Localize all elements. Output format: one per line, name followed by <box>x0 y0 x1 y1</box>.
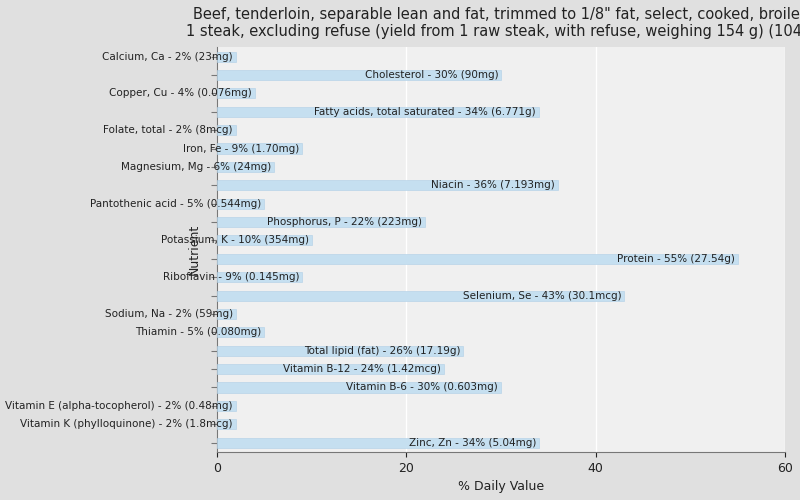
Text: Phosphorus, P - 22% (223mg): Phosphorus, P - 22% (223mg) <box>267 217 422 227</box>
Text: Zinc, Zn - 34% (5.04mg): Zinc, Zn - 34% (5.04mg) <box>409 438 536 448</box>
Text: Vitamin B-12 - 24% (1.42mcg): Vitamin B-12 - 24% (1.42mcg) <box>283 364 442 374</box>
Y-axis label: Nutrient: Nutrient <box>188 224 201 275</box>
Text: Vitamin B-6 - 30% (0.603mg): Vitamin B-6 - 30% (0.603mg) <box>346 382 498 392</box>
Bar <box>217 328 264 338</box>
Text: Vitamin K (phylloquinone) - 2% (1.8mcg): Vitamin K (phylloquinone) - 2% (1.8mcg) <box>21 419 233 429</box>
Text: Cholesterol - 30% (90mg): Cholesterol - 30% (90mg) <box>365 70 498 80</box>
Bar <box>217 401 236 411</box>
Bar <box>217 309 236 319</box>
Text: Riboflavin - 9% (0.145mg): Riboflavin - 9% (0.145mg) <box>162 272 299 282</box>
Bar <box>217 217 426 227</box>
Title: Beef, tenderloin, separable lean and fat, trimmed to 1/8" fat, select, cooked, b: Beef, tenderloin, separable lean and fat… <box>186 7 800 40</box>
Text: Protein - 55% (27.54g): Protein - 55% (27.54g) <box>617 254 735 264</box>
Text: Selenium, Se - 43% (30.1mcg): Selenium, Se - 43% (30.1mcg) <box>462 290 622 300</box>
Bar <box>217 346 463 356</box>
Bar <box>217 144 302 154</box>
Text: Potassium, K - 10% (354mg): Potassium, K - 10% (354mg) <box>161 236 309 246</box>
Text: Vitamin E (alpha-tocopherol) - 2% (0.48mg): Vitamin E (alpha-tocopherol) - 2% (0.48m… <box>6 401 233 411</box>
Text: Iron, Fe - 9% (1.70mg): Iron, Fe - 9% (1.70mg) <box>183 144 299 154</box>
Bar <box>217 419 236 430</box>
Bar <box>217 162 274 172</box>
Bar <box>217 106 539 117</box>
Bar <box>217 52 236 62</box>
Text: Magnesium, Mg - 6% (24mg): Magnesium, Mg - 6% (24mg) <box>121 162 271 172</box>
Bar <box>217 236 311 246</box>
Bar <box>217 254 738 264</box>
Text: Niacin - 36% (7.193mg): Niacin - 36% (7.193mg) <box>431 180 555 190</box>
Bar <box>217 180 558 190</box>
Bar <box>217 364 444 374</box>
Text: Total lipid (fat) - 26% (17.19g): Total lipid (fat) - 26% (17.19g) <box>304 346 460 356</box>
Text: Thiamin - 5% (0.080mg): Thiamin - 5% (0.080mg) <box>135 328 262 338</box>
Text: Calcium, Ca - 2% (23mg): Calcium, Ca - 2% (23mg) <box>102 52 233 62</box>
Text: Folate, total - 2% (8mcg): Folate, total - 2% (8mcg) <box>103 125 233 135</box>
Bar <box>217 125 236 135</box>
Bar <box>217 198 264 208</box>
Bar <box>217 88 254 99</box>
X-axis label: % Daily Value: % Daily Value <box>458 480 544 493</box>
Text: Copper, Cu - 4% (0.076mg): Copper, Cu - 4% (0.076mg) <box>109 88 252 99</box>
Bar <box>217 70 501 80</box>
Bar <box>217 290 624 300</box>
Bar <box>217 438 539 448</box>
Bar <box>217 272 302 282</box>
Text: Fatty acids, total saturated - 34% (6.771g): Fatty acids, total saturated - 34% (6.77… <box>314 107 536 117</box>
Text: Pantothenic acid - 5% (0.544mg): Pantothenic acid - 5% (0.544mg) <box>90 198 262 208</box>
Bar <box>217 382 501 392</box>
Text: Sodium, Na - 2% (59mg): Sodium, Na - 2% (59mg) <box>105 309 233 319</box>
